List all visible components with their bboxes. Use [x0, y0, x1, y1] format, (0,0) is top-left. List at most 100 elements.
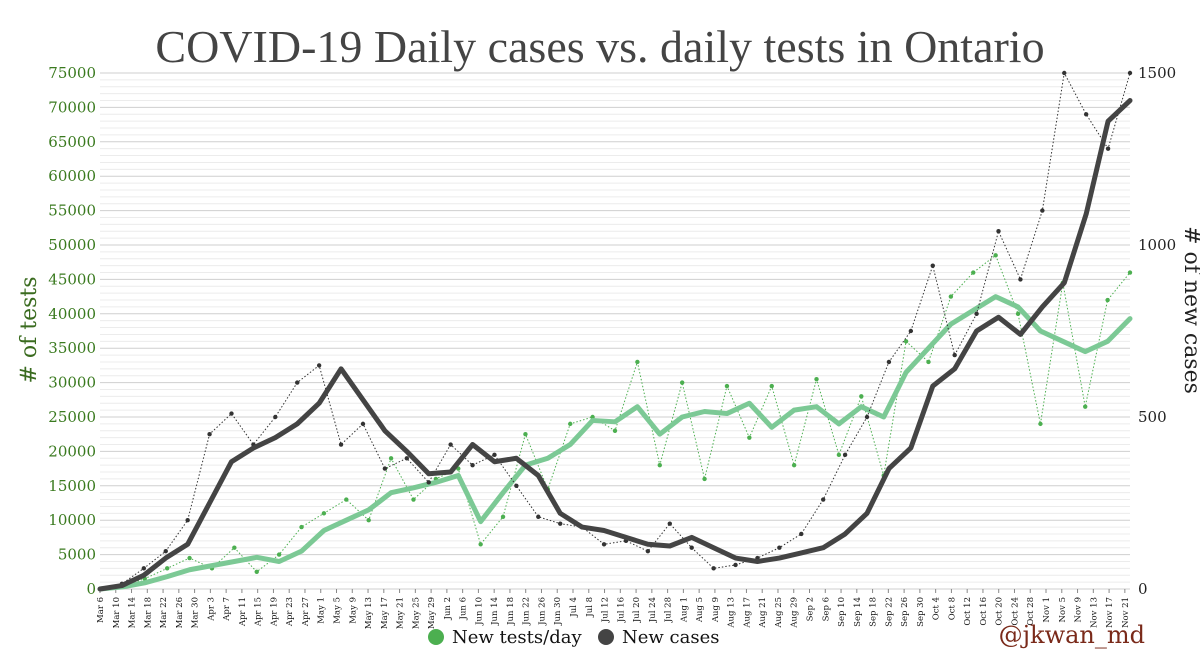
raw-point — [948, 294, 954, 299]
x-tick-label: Jul 16 — [616, 597, 626, 623]
raw-point — [207, 432, 212, 437]
x-tick-label: Nov 21 — [1121, 597, 1131, 628]
x-tick-label: Oct 20 — [995, 597, 1005, 626]
x-tick-label: Mar 26 — [175, 597, 185, 628]
raw-point — [926, 359, 931, 365]
left-axis-label: # of tests — [17, 276, 42, 383]
raw-point — [492, 452, 497, 458]
raw-point — [276, 552, 282, 557]
raw-point — [568, 421, 573, 427]
x-tick-label: Sep 10 — [837, 597, 847, 627]
raw-point — [1038, 421, 1043, 427]
raw-point — [886, 359, 892, 365]
x-tick-label: Aug 21 — [758, 597, 768, 629]
x-tick-label: Aug 9 — [711, 597, 721, 623]
left-tick-label: 65000 — [48, 133, 96, 151]
x-tick-label: Aug 25 — [774, 597, 784, 629]
raw-point — [404, 456, 410, 461]
x-tick-label: May 13 — [364, 597, 374, 629]
raw-point — [344, 497, 349, 502]
x-tick-label: Oct 24 — [1010, 597, 1020, 626]
right-axis-label: # of new cases — [1179, 226, 1200, 394]
x-tick-label: Apr 19 — [269, 597, 279, 627]
left-tick-label: 70000 — [48, 98, 96, 116]
raw-point — [842, 452, 848, 458]
raw-point — [163, 548, 168, 554]
left-tick-label: 15000 — [48, 477, 96, 495]
x-tick-label: May 29 — [427, 597, 437, 629]
raw-point — [295, 380, 300, 385]
raw-point — [558, 521, 563, 526]
raw-point — [1015, 311, 1021, 316]
left-tick-label: 50000 — [48, 236, 96, 254]
x-tick-label: Jun 10 — [474, 597, 484, 626]
left-tick-label: 20000 — [48, 442, 96, 460]
raw-point — [1105, 146, 1111, 151]
raw-line — [99, 71, 1131, 590]
x-tick-label: Jul 20 — [632, 597, 642, 623]
raw-point — [426, 480, 431, 485]
x-tick-label: Mar 30 — [191, 597, 201, 628]
raw-point — [187, 555, 192, 561]
x-tick-label: Jun 6 — [459, 597, 469, 620]
raw-point — [657, 462, 662, 468]
raw-point — [601, 542, 607, 547]
x-tick-label: May 1 — [317, 597, 327, 624]
raw-point — [164, 566, 170, 571]
raw-point — [1105, 297, 1110, 303]
raw-point — [382, 466, 388, 471]
raw-point — [185, 518, 190, 523]
right-tick-label: 500 — [1138, 408, 1167, 426]
series-cases — [97, 70, 1133, 592]
raw-point — [711, 566, 716, 571]
left-tick-label: 35000 — [48, 339, 96, 357]
credit-handle: @jkwan_md — [999, 621, 1145, 649]
x-tick-label: Jul 24 — [648, 597, 658, 623]
raw-point — [667, 521, 672, 526]
left-tick-label: 60000 — [48, 167, 96, 185]
x-tick-label: Sep 30 — [916, 597, 926, 627]
right-y-axis: 0 500 1000 1500 — [1138, 64, 1176, 598]
raw-point — [908, 328, 914, 334]
raw-point — [679, 380, 685, 385]
x-tick-label: Sep 22 — [884, 597, 894, 627]
raw-point — [791, 462, 797, 468]
raw-point — [814, 376, 819, 382]
x-tick-label: Mar 10 — [112, 597, 122, 628]
x-tick-label: Oct 28 — [1026, 597, 1036, 626]
x-tick-label: Apr 15 — [254, 597, 264, 627]
x-tick-label: Apr 23 — [285, 597, 295, 627]
legend-label-tests: New tests/day — [452, 627, 582, 648]
raw-point — [1062, 70, 1067, 76]
raw-point — [724, 383, 730, 389]
raw-point — [273, 414, 278, 420]
x-tick-label: Oct 16 — [979, 597, 989, 626]
raw-point — [702, 476, 707, 482]
raw-point — [523, 432, 528, 437]
grid — [100, 72, 1130, 590]
raw-point — [820, 497, 826, 502]
x-tick-label: Jun 14 — [490, 597, 500, 626]
x-tick-label: Nov 9 — [1074, 597, 1084, 622]
legend-label-cases: New cases — [622, 627, 719, 648]
right-tick-label: 1500 — [1138, 64, 1176, 82]
x-tick-label: Mar 22 — [159, 597, 169, 628]
x-tick-label: Jul 12 — [601, 597, 611, 623]
raw-point — [360, 421, 366, 427]
raw-point — [974, 311, 979, 316]
left-y-axis: 0 5000 10000 15000 20000 25000 30000 35000 40000… — [48, 64, 96, 598]
x-tick-label: Apr 11 — [238, 597, 248, 627]
right-tick-label: 0 — [1138, 580, 1148, 598]
raw-point — [299, 524, 304, 530]
x-tick-label: Aug 1 — [679, 597, 689, 623]
raw-point — [366, 518, 371, 523]
raw-point — [864, 414, 870, 420]
x-tick-label: Oct 8 — [947, 597, 957, 620]
x-tick-label: May 9 — [348, 597, 358, 624]
raw-point — [1083, 112, 1089, 117]
legend-marker-cases — [598, 629, 614, 645]
x-tick-label: Apr 3 — [206, 597, 216, 622]
x-tick-label: Jun 2 — [443, 597, 453, 620]
raw-point — [141, 566, 147, 571]
raw-point — [836, 452, 842, 458]
